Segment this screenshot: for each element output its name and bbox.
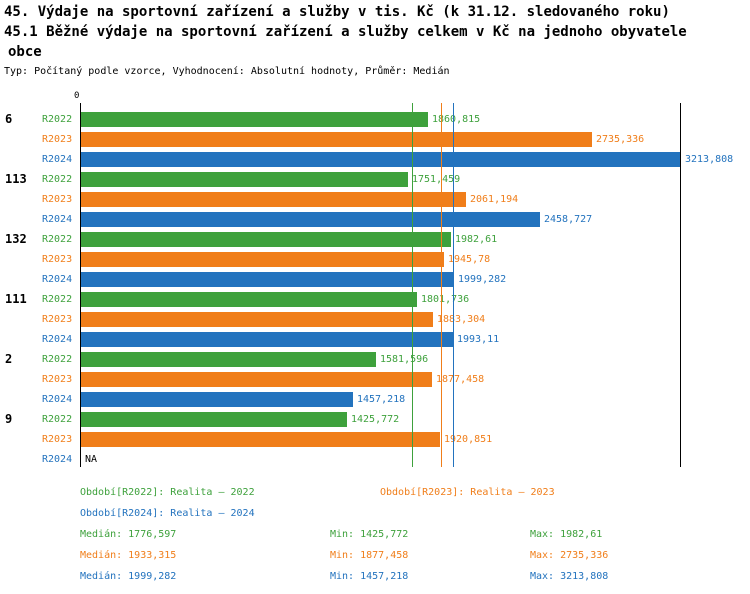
series-label-r2022: R2022 [42, 294, 73, 305]
group-label: 113 [5, 172, 27, 186]
stat-min-r2023: Min: 1877,458 [330, 550, 409, 561]
group-label: 111 [5, 292, 27, 306]
bar-r2023 [81, 312, 433, 327]
series-label-r2024: R2024 [42, 274, 73, 285]
bar-r2024 [81, 152, 681, 167]
bar-value-label: 1581,596 [380, 354, 429, 365]
series-label-r2023: R2023 [42, 374, 73, 385]
bar-r2024 [81, 212, 540, 227]
series-label-r2024: R2024 [42, 214, 73, 225]
series-label-r2023: R2023 [42, 314, 73, 325]
series-label-r2022: R2022 [42, 354, 73, 365]
bar-r2024 [81, 332, 453, 347]
bar-value-label: 1993,11 [457, 334, 500, 345]
bar-value-label: 2458,727 [544, 214, 593, 225]
y-axis-line [80, 103, 81, 467]
stat-min-r2024: Min: 1457,218 [330, 571, 409, 582]
bar-value-label: 1920,851 [444, 434, 493, 445]
bar-value-label: 1883,304 [437, 314, 486, 325]
bar-r2022 [81, 352, 376, 367]
series-label-r2022: R2022 [42, 114, 73, 125]
series-label-r2024: R2024 [42, 154, 73, 165]
bar-value-label: 1751,459 [412, 174, 461, 185]
series-label-r2023: R2023 [42, 194, 73, 205]
reference-line-r2022 [412, 103, 413, 467]
bar-r2023 [81, 252, 444, 267]
series-label-r2023: R2023 [42, 134, 73, 145]
bar-r2023 [81, 132, 592, 147]
series-label-r2024: R2024 [42, 334, 73, 345]
bar-r2022 [81, 412, 347, 427]
legend-item-r2022: Období[R2022]: Realita – 2022 [80, 487, 255, 498]
bar-value-label: 1982,61 [455, 234, 498, 245]
legend-item-r2023: Období[R2023]: Realita – 2023 [380, 487, 555, 498]
legend-item-r2024: Období[R2024]: Realita – 2024 [80, 508, 255, 519]
series-label-r2023: R2023 [42, 434, 73, 445]
bar-value-label: 3213,808 [685, 154, 734, 165]
bar-value-label: 1425,772 [351, 414, 400, 425]
grouped-bar-chart: 6 R2022 1860,815 R2023 2735,336 R2024 3213,808… [0, 103, 750, 467]
page-title: 45. Výdaje na sportovní zařízení a služb… [4, 4, 670, 20]
reference-line-r2024 [453, 103, 454, 467]
x-axis-zero-label: 0 [74, 91, 80, 101]
bar-r2023 [81, 192, 466, 207]
series-label-r2023: R2023 [42, 254, 73, 265]
bar-value-label: 1457,218 [357, 394, 406, 405]
stat-median-r2024: Medián: 1999,282 [80, 571, 177, 582]
bar-value-label: 1801,736 [421, 294, 470, 305]
stat-median-r2022: Medián: 1776,597 [80, 529, 177, 540]
bar-r2022 [81, 232, 451, 247]
series-label-r2024: R2024 [42, 454, 73, 465]
reference-line-r2023 [441, 103, 442, 467]
bar-r2024 [81, 272, 454, 287]
group-label: 6 [5, 112, 13, 126]
stat-min-r2022: Min: 1425,772 [330, 529, 409, 540]
series-label-r2022: R2022 [42, 414, 73, 425]
bar-r2022 [81, 172, 408, 187]
stat-max-r2023: Max: 2735,336 [530, 550, 609, 561]
chart-meta-info: Typ: Počítaný podle vzorce, Vyhodnocení:… [4, 66, 450, 77]
bar-r2023 [81, 372, 432, 387]
bar-value-label: 1945,78 [448, 254, 491, 265]
group-label: 2 [5, 352, 13, 366]
series-label-r2022: R2022 [42, 174, 73, 185]
indicator-title-line2: obce [8, 44, 42, 60]
bar-value-label: 1877,458 [436, 374, 485, 385]
series-label-r2022: R2022 [42, 234, 73, 245]
stat-median-r2023: Medián: 1933,315 [80, 550, 177, 561]
series-label-r2024: R2024 [42, 394, 73, 405]
bar-r2024 [81, 392, 353, 407]
stat-max-r2022: Max: 1982,61 [530, 529, 603, 540]
reference-line-axis [680, 103, 681, 467]
bar-value-label: 1860,815 [432, 114, 481, 125]
group-label: 9 [5, 412, 13, 426]
bar-r2023 [81, 432, 440, 447]
bar-value-label: 2735,336 [596, 134, 645, 145]
bar-value-label: 2061,194 [470, 194, 519, 205]
group-label: 132 [5, 232, 27, 246]
bar-value-label: 1999,282 [458, 274, 507, 285]
bar-value-label: NA [85, 454, 98, 465]
bar-r2022 [81, 112, 428, 127]
indicator-title-line1: 45.1 Běžné výdaje na sportovní zařízení … [4, 24, 687, 40]
bar-r2022 [81, 292, 417, 307]
stat-max-r2024: Max: 3213,808 [530, 571, 609, 582]
